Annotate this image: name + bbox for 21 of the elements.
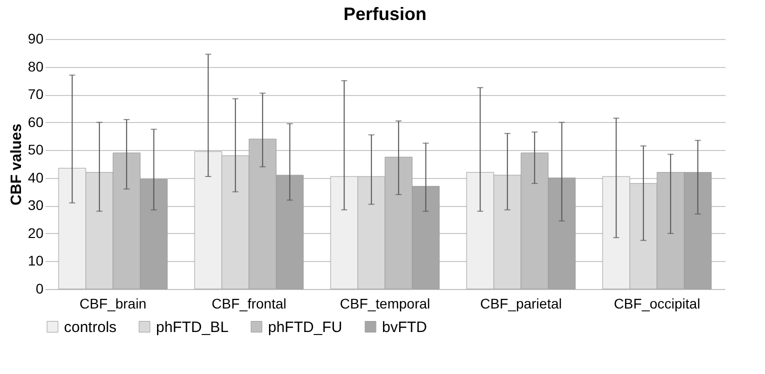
x-tick-label: CBF_brain (80, 296, 146, 312)
y-tick-label: 20 (28, 224, 44, 241)
y-tick-label: 80 (28, 58, 44, 74)
legend-label: bvFTD (382, 318, 428, 336)
legend-label: controls (64, 318, 117, 336)
legend-label: phFTD_BL (156, 318, 229, 336)
y-tick-label: 60 (28, 114, 44, 130)
y-tick-label: 0 (36, 280, 44, 296)
chart-title: Perfusion (343, 4, 427, 24)
y-tick-label: 30 (28, 197, 44, 214)
y-axis-title: CBF values (8, 124, 25, 206)
y-tick-label: 90 (28, 30, 44, 46)
x-tick-label: CBF_frontal (212, 296, 286, 312)
y-tick-label: 70 (28, 86, 44, 102)
legend-label: phFTD_FU (268, 318, 342, 336)
y-tick-label: 50 (28, 142, 44, 158)
x-tick-label: CBF_occipital (614, 296, 700, 312)
x-tick-label: CBF_temporal (340, 296, 430, 312)
y-tick-label: 40 (28, 169, 44, 186)
x-tick-label: CBF_parietal (480, 296, 562, 312)
y-tick-label: 10 (28, 252, 44, 269)
